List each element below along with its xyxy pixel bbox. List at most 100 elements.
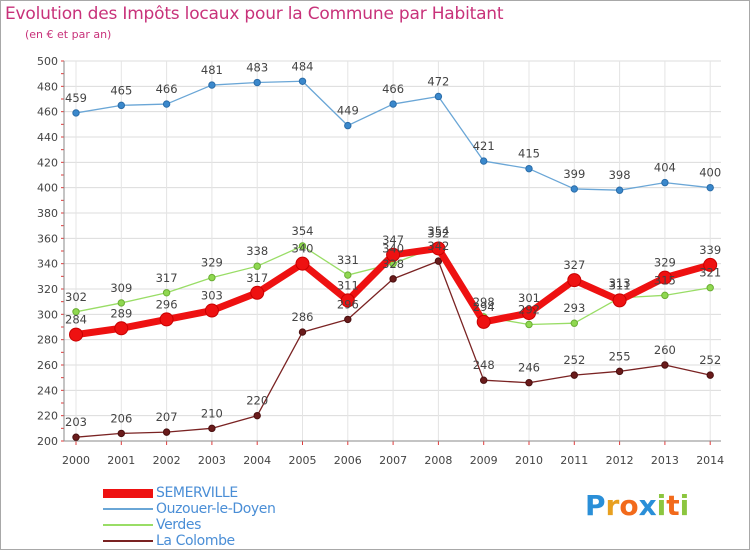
data-point <box>253 78 261 87</box>
data-label: 303 <box>201 289 223 303</box>
x-tick-label: 2010 <box>515 454 543 467</box>
x-tick-label: 2014 <box>696 454 724 467</box>
data-label: 321 <box>699 266 721 280</box>
data-label: 210 <box>201 406 223 420</box>
data-point <box>253 262 261 270</box>
data-point <box>69 327 83 342</box>
data-point <box>434 257 443 265</box>
y-tick-label: 420 <box>37 156 58 169</box>
data-point <box>706 371 714 379</box>
data-label: 301 <box>518 291 540 305</box>
data-point <box>298 242 307 250</box>
data-point <box>525 379 533 387</box>
y-tick-label: 480 <box>37 80 58 93</box>
data-point <box>114 321 129 336</box>
data-label: 352 <box>427 226 449 240</box>
data-point <box>117 299 126 307</box>
series-la-colombe <box>72 257 714 441</box>
data-point <box>162 100 171 108</box>
data-label: 252 <box>563 353 585 367</box>
data-label: 311 <box>337 278 359 292</box>
data-point <box>476 314 491 329</box>
data-label: 354 <box>292 224 314 238</box>
x-tick-label: 2001 <box>107 454 135 467</box>
y-tick-label: 400 <box>37 182 58 195</box>
data-point <box>525 320 533 329</box>
y-tick-label: 320 <box>37 283 58 296</box>
data-label: 327 <box>563 258 585 272</box>
proxiti-logo: Proxiti <box>585 489 690 522</box>
chart-subtitle: (en € et par an) <box>25 28 112 41</box>
data-point <box>72 433 80 441</box>
chart-title: Evolution des Impôts locaux pour la Comm… <box>5 4 504 24</box>
x-tick-label: 2003 <box>198 454 226 467</box>
data-label: 354 <box>427 224 449 238</box>
data-point <box>661 178 669 187</box>
y-tick-label: 200 <box>37 435 58 448</box>
x-tick-label: 2006 <box>334 454 362 467</box>
data-point <box>480 157 488 165</box>
data-point <box>117 101 126 110</box>
data-label: 331 <box>337 253 359 267</box>
data-label: 399 <box>563 167 585 181</box>
data-point <box>706 183 714 192</box>
data-label: 400 <box>699 166 721 180</box>
data-label: 298 <box>473 295 495 309</box>
data-point <box>567 273 582 288</box>
data-point <box>162 289 171 297</box>
data-label: 286 <box>292 310 314 324</box>
data-label: 292 <box>518 302 540 316</box>
data-point <box>208 81 216 89</box>
y-tick-label: 300 <box>37 308 58 321</box>
x-tick-label: 2005 <box>289 454 317 467</box>
data-label: 459 <box>65 91 87 105</box>
data-point <box>117 429 126 438</box>
data-point <box>615 186 624 194</box>
legend-label: Ouzouer-le-Doyen <box>156 501 276 517</box>
y-tick-label: 460 <box>37 106 58 119</box>
data-point <box>250 285 265 300</box>
y-tick-label: 260 <box>37 359 58 372</box>
data-point <box>522 306 536 321</box>
data-point <box>386 247 401 262</box>
data-point <box>703 257 718 272</box>
data-label: 465 <box>110 83 132 97</box>
data-point <box>525 164 533 173</box>
legend-item: Ouzouer-le-Doyen <box>103 501 276 517</box>
data-label: 206 <box>110 411 132 425</box>
data-label: 289 <box>110 306 132 320</box>
data-point <box>661 291 669 300</box>
data-label: 246 <box>518 361 540 375</box>
data-label: 302 <box>65 290 87 304</box>
data-label: 481 <box>201 63 223 77</box>
data-point <box>295 256 310 271</box>
data-label: 484 <box>292 59 314 73</box>
data-point <box>253 411 261 420</box>
x-tick-label: 2004 <box>243 454 271 467</box>
data-label: 340 <box>292 242 314 256</box>
data-label: 328 <box>382 257 404 271</box>
data-label: 220 <box>246 394 268 408</box>
data-label: 466 <box>382 82 404 96</box>
data-point <box>615 367 624 376</box>
legend-label: SEMERVILLE <box>156 485 238 501</box>
legend-label: Verdes <box>156 517 202 533</box>
data-label: 329 <box>201 256 223 270</box>
data-label: 313 <box>609 276 631 290</box>
data-point <box>657 270 672 285</box>
legend-item: Verdes <box>103 517 275 533</box>
y-tick-label: 500 <box>37 55 58 68</box>
data-point <box>340 293 355 308</box>
data-point <box>661 361 669 369</box>
data-label: 415 <box>518 147 540 161</box>
data-point <box>344 121 352 130</box>
legend-swatch <box>103 540 153 542</box>
data-label: 339 <box>699 243 721 257</box>
data-label: 398 <box>609 168 631 182</box>
x-tick-label: 2012 <box>606 454 634 467</box>
data-label: 421 <box>473 139 495 153</box>
data-point <box>344 271 352 279</box>
data-label: 207 <box>156 410 178 424</box>
y-tick-label: 360 <box>37 232 58 245</box>
